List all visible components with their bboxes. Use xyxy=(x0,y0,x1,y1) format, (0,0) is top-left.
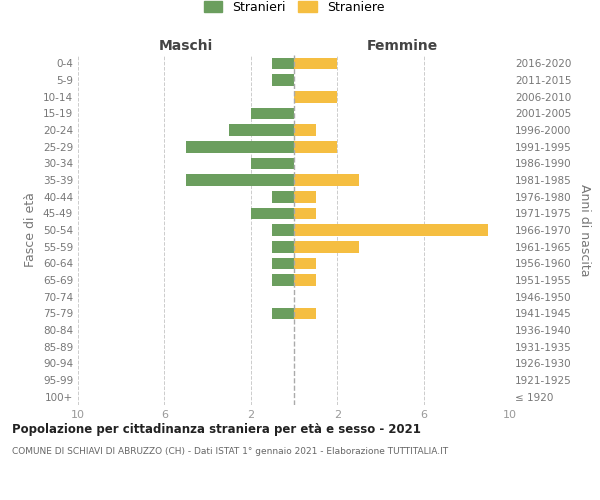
Bar xyxy=(294,258,316,269)
Bar xyxy=(294,308,316,319)
Text: Femmine: Femmine xyxy=(367,38,437,52)
Text: COMUNE DI SCHIAVI DI ABRUZZO (CH) - Dati ISTAT 1° gennaio 2021 - Elaborazione TU: COMUNE DI SCHIAVI DI ABRUZZO (CH) - Dati… xyxy=(12,448,448,456)
Bar xyxy=(272,74,294,86)
Bar xyxy=(272,274,294,286)
Y-axis label: Fasce di età: Fasce di età xyxy=(25,192,37,268)
Bar xyxy=(294,274,316,286)
Bar xyxy=(229,124,294,136)
Text: Maschi: Maschi xyxy=(159,38,213,52)
Bar xyxy=(294,224,488,236)
Bar xyxy=(272,241,294,252)
Bar xyxy=(272,308,294,319)
Bar xyxy=(186,174,294,186)
Bar xyxy=(272,191,294,202)
Bar xyxy=(272,224,294,236)
Bar xyxy=(294,208,316,219)
Bar xyxy=(272,258,294,269)
Bar xyxy=(294,91,337,102)
Bar xyxy=(251,208,294,219)
Bar xyxy=(251,108,294,119)
Text: Popolazione per cittadinanza straniera per età e sesso - 2021: Popolazione per cittadinanza straniera p… xyxy=(12,422,421,436)
Y-axis label: Anni di nascita: Anni di nascita xyxy=(578,184,591,276)
Bar xyxy=(294,141,337,152)
Legend: Stranieri, Straniere: Stranieri, Straniere xyxy=(200,0,388,18)
Bar xyxy=(186,141,294,152)
Bar xyxy=(294,58,337,69)
Bar xyxy=(251,158,294,169)
Bar xyxy=(272,58,294,69)
Bar xyxy=(294,241,359,252)
Bar xyxy=(294,124,316,136)
Bar xyxy=(294,174,359,186)
Bar xyxy=(294,191,316,202)
